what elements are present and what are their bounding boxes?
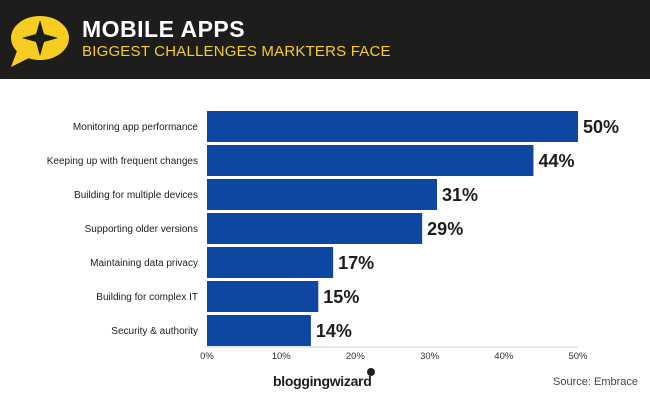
bar-chart: Monitoring app performance 50% Keeping up … [47,111,619,362]
brand-logo-text: bloggingwizard [273,373,372,389]
category-label: Supporting older versions [85,224,198,235]
bar-6 [207,315,311,346]
bar-5 [207,281,319,312]
page-title: MOBILE APPS [82,16,246,42]
x-tick-label: 10% [272,351,292,362]
value-label: 14% [316,321,352,341]
category-label: Building for complex IT [96,292,198,303]
value-label: 44% [538,151,574,171]
header-banner: MOBILE APPS BIGGEST CHALLENGES MARKTERS … [0,0,650,79]
category-label: Keeping up with frequent changes [47,156,198,167]
value-label: 29% [427,219,463,239]
bar-0 [207,111,578,142]
x-tick-label: 30% [420,351,440,362]
source-note: Source: Embrace [553,376,638,388]
x-tick-label: 20% [346,351,366,362]
x-tick-label: 0% [200,351,214,362]
value-label: 15% [323,287,359,307]
category-label: Security & authority [111,326,198,337]
category-label: Monitoring app performance [73,122,199,133]
value-label: 50% [583,117,619,137]
category-label: Building for multiple devices [74,190,198,201]
bar-2 [207,179,438,210]
value-label: 31% [442,185,478,205]
bar-4 [207,247,334,278]
x-tick-label: 40% [494,351,514,362]
brand-logo-mark [367,368,375,376]
page-subtitle: BIGGEST CHALLENGES MARKTERS FACE [82,43,391,60]
bar-3 [207,213,423,244]
bar-1 [207,145,534,176]
x-tick-label: 50% [568,351,588,362]
value-label: 17% [338,253,374,273]
megaphone-star-icon [11,16,69,67]
category-label: Maintaining data privacy [90,258,198,269]
